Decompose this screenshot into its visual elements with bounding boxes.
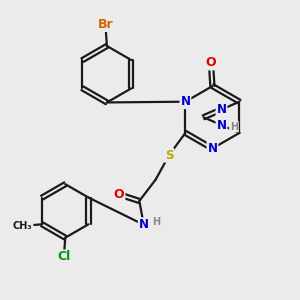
Text: H: H [230,122,238,132]
Text: S: S [165,149,173,162]
Text: N: N [217,103,226,116]
Text: Cl: Cl [57,250,70,263]
Text: N: N [180,95,190,108]
Text: N: N [139,218,149,231]
Text: CH₃: CH₃ [13,221,33,231]
Text: Br: Br [98,18,113,31]
Text: N: N [207,142,218,155]
Text: H: H [152,218,160,227]
Text: O: O [206,56,216,69]
Text: N: N [217,118,226,132]
Text: O: O [114,188,124,201]
